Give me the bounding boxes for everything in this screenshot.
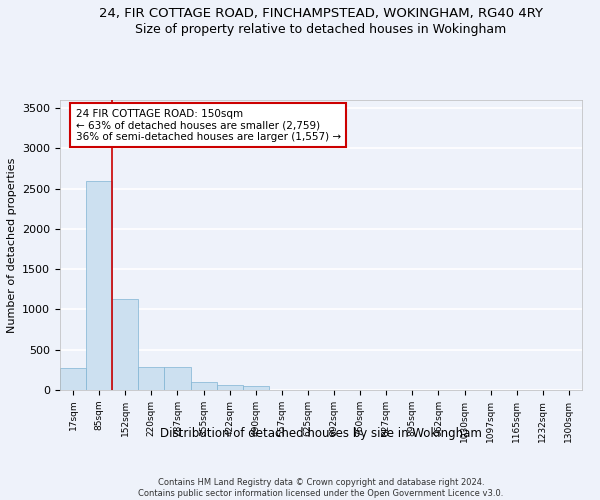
Y-axis label: Number of detached properties: Number of detached properties xyxy=(7,158,17,332)
Text: 24, FIR COTTAGE ROAD, FINCHAMPSTEAD, WOKINGHAM, RG40 4RY: 24, FIR COTTAGE ROAD, FINCHAMPSTEAD, WOK… xyxy=(99,8,543,20)
Text: Size of property relative to detached houses in Wokingham: Size of property relative to detached ho… xyxy=(136,22,506,36)
Bar xyxy=(217,385,243,390)
Bar xyxy=(112,299,139,390)
Text: Contains HM Land Registry data © Crown copyright and database right 2024.
Contai: Contains HM Land Registry data © Crown c… xyxy=(139,478,503,498)
Text: Distribution of detached houses by size in Wokingham: Distribution of detached houses by size … xyxy=(160,428,482,440)
Bar xyxy=(164,366,191,390)
Bar xyxy=(60,368,86,390)
Bar xyxy=(139,366,164,390)
Text: 24 FIR COTTAGE ROAD: 150sqm
← 63% of detached houses are smaller (2,759)
36% of : 24 FIR COTTAGE ROAD: 150sqm ← 63% of det… xyxy=(76,108,341,142)
Bar xyxy=(242,386,269,390)
Bar xyxy=(191,382,217,390)
Bar xyxy=(86,180,112,390)
